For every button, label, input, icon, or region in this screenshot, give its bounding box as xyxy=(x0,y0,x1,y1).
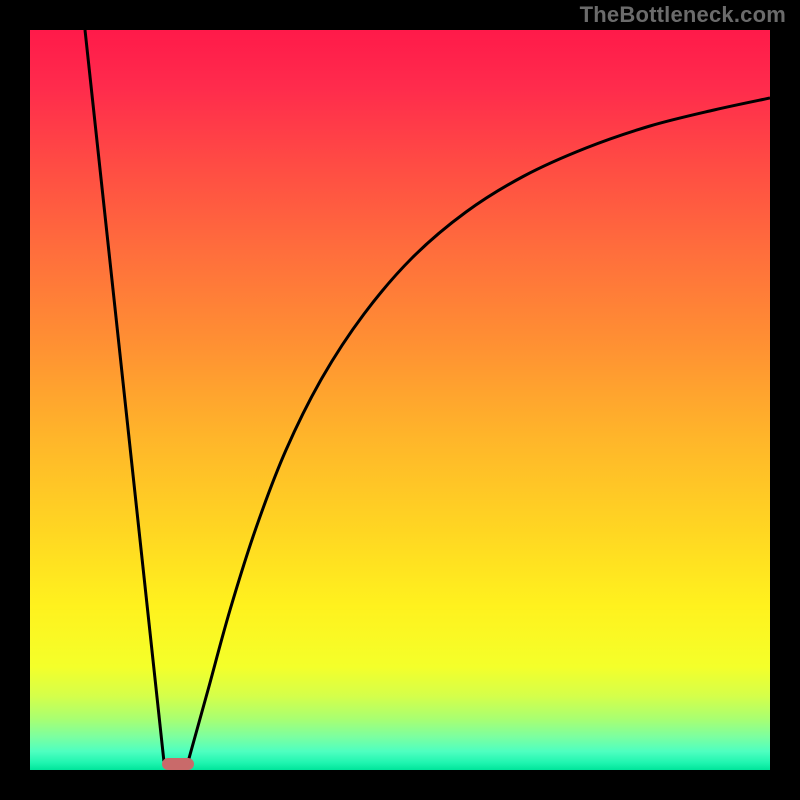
plot-area xyxy=(30,30,770,770)
bottleneck-marker xyxy=(162,758,194,770)
gradient-background xyxy=(30,30,770,770)
watermark-text: TheBottleneck.com xyxy=(580,2,786,28)
chart-frame: TheBottleneck.com xyxy=(0,0,800,800)
